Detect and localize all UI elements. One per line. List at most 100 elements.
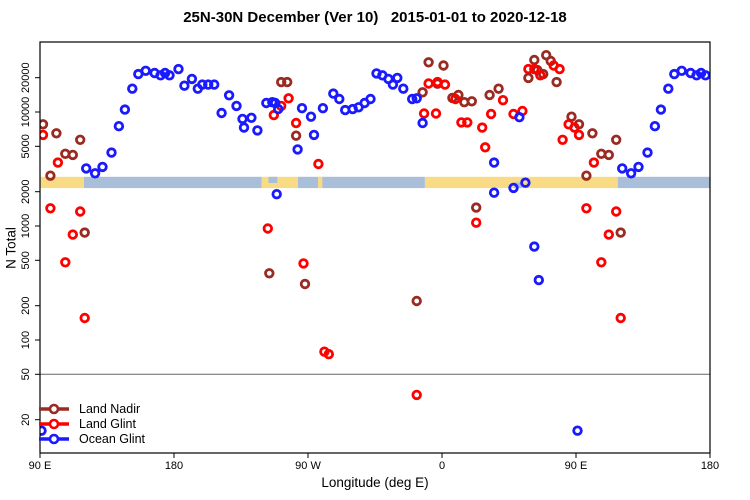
ocean_glint-point: [119, 104, 131, 115]
ocean_glint-point: [633, 161, 644, 173]
land_glint-point: [450, 93, 461, 105]
land_glint-point: [462, 117, 473, 128]
legend-symbol-land_glint-icon: [39, 418, 69, 429]
land_nadir-point: [417, 87, 428, 98]
legend-symbol-land_nadir-icon: [39, 403, 69, 414]
land_nadir-point: [299, 278, 311, 290]
land_nadir-point: [603, 149, 614, 161]
land_nadir-point: [51, 128, 62, 139]
land_nadir-point: [484, 89, 495, 101]
land_glint-point: [611, 206, 622, 217]
ocean_glint-point: [663, 83, 674, 94]
ocean_glint-point: [411, 93, 422, 104]
ocean_glint-point: [246, 112, 257, 123]
land_glint-point: [313, 158, 324, 170]
ocean_glint-point: [40, 425, 47, 436]
plot-border: [39, 41, 711, 454]
x-tick-label: 180: [165, 460, 183, 472]
ocean_glint-point: [649, 120, 661, 132]
ocean_glint-point: [292, 144, 303, 155]
land_nadir-point: [611, 134, 622, 145]
map-band-ocean: [617, 176, 710, 189]
land_glint-point: [283, 93, 294, 104]
ocean_glint-point: [140, 65, 151, 76]
ocean_glint-point: [387, 79, 399, 90]
land_nadir-point: [411, 295, 422, 307]
ocean_glint-point: [529, 241, 540, 252]
land_nadir-point: [523, 72, 534, 84]
y-tick-label: 5000: [20, 134, 32, 158]
x-tick-label: 90 E: [29, 460, 52, 472]
land_glint-point: [262, 223, 273, 234]
land_nadir-point: [40, 119, 49, 130]
land_nadir-point: [290, 130, 302, 141]
series-ocean_glint: [40, 63, 710, 436]
ocean_glint-point: [328, 88, 339, 99]
y-tick-label: 100: [20, 331, 32, 349]
map-band-ocean: [298, 176, 425, 189]
land_glint-point: [603, 229, 614, 240]
ocean_glint-point: [127, 83, 138, 94]
ocean_glint-point: [392, 72, 403, 84]
land_nadir-point: [615, 227, 626, 238]
map-band-overlay-florida: [318, 176, 323, 189]
land_glint-point: [573, 129, 585, 141]
ocean_glint-point: [398, 83, 409, 94]
land_glint-point: [581, 203, 592, 214]
ocean_glint-point: [252, 125, 263, 136]
x-tick-label: 90 E: [565, 460, 588, 472]
map-band-ocean: [83, 176, 262, 189]
data-points-layer: [40, 50, 710, 436]
land_nadir-point: [551, 76, 562, 88]
ocean_glint-point: [514, 111, 525, 123]
ocean_glint-point: [80, 163, 92, 174]
land_glint-point: [52, 157, 64, 168]
land_nadir-point: [282, 76, 293, 88]
land_glint-point: [569, 122, 580, 133]
land_glint-point: [45, 203, 56, 214]
land_nadir-point: [587, 128, 598, 139]
map-band-land: [40, 176, 84, 189]
y-tick-label: 20000: [20, 62, 32, 93]
land_glint-point: [480, 142, 491, 153]
ocean_glint-point: [238, 122, 250, 133]
land_nadir-point: [74, 134, 86, 145]
legend-item-land_glint: Land Glint: [38, 416, 145, 431]
land_nadir-point: [466, 96, 477, 107]
x-tick-label: 180: [701, 460, 719, 472]
ocean_glint-point: [216, 107, 227, 119]
land_glint-point: [290, 117, 302, 129]
ocean_glint-point: [617, 163, 628, 174]
land_glint-point: [554, 63, 565, 75]
land_glint-point: [471, 217, 482, 228]
ocean_glint-point: [508, 182, 519, 194]
ocean_glint-point: [572, 425, 583, 436]
land_glint-point: [615, 312, 626, 324]
ocean_glint-point: [202, 79, 214, 90]
land_nadir-point: [471, 202, 482, 213]
y-tick-label: 10000: [20, 97, 32, 128]
ocean_glint-point: [317, 102, 329, 114]
land_nadir-point: [79, 227, 90, 238]
ocean_glint-point: [97, 161, 108, 173]
ocean_glint-point: [625, 168, 637, 179]
x-tick-label: 90 W: [295, 460, 321, 472]
ocean_glint-point: [365, 93, 376, 105]
ocean_glint-point: [271, 188, 282, 200]
legend-label: Ocean Glint: [79, 431, 146, 446]
ocean_glint-point: [417, 117, 428, 129]
ocean_glint-point: [164, 70, 175, 81]
ocean_glint-point: [308, 129, 320, 141]
land_nadir-point: [45, 170, 56, 181]
land_nadir-point: [264, 268, 275, 279]
ocean_glint-point: [488, 157, 500, 168]
x-axis-label: Longitude (deg E): [321, 475, 429, 490]
legend-label: Land Nadir: [79, 401, 141, 416]
ocean_glint-point: [520, 177, 531, 188]
land_glint-point: [439, 79, 451, 90]
legend-label: Land Glint: [79, 416, 136, 431]
land_nadir-point: [529, 54, 540, 66]
y-tick-label: 2000: [20, 179, 32, 203]
ocean_glint-point: [197, 79, 208, 90]
